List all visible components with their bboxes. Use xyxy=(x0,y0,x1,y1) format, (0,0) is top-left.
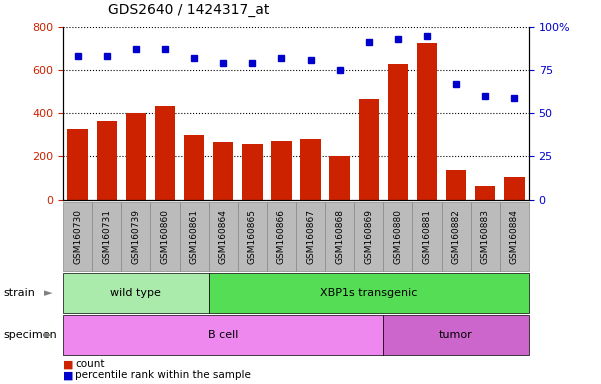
Bar xyxy=(63,202,92,271)
Text: ►: ► xyxy=(44,288,52,298)
Text: GSM160860: GSM160860 xyxy=(160,209,169,264)
Bar xyxy=(359,99,379,200)
Text: B cell: B cell xyxy=(208,330,239,340)
Bar xyxy=(417,43,437,200)
Bar xyxy=(209,273,529,313)
Text: GSM160731: GSM160731 xyxy=(102,209,111,264)
Bar xyxy=(238,202,267,271)
Text: wild type: wild type xyxy=(111,288,161,298)
Bar xyxy=(504,177,525,200)
Bar xyxy=(126,113,146,200)
Bar xyxy=(500,202,529,271)
Bar xyxy=(267,202,296,271)
Bar xyxy=(412,202,442,271)
Text: GSM160866: GSM160866 xyxy=(277,209,286,264)
Text: XBP1s transgenic: XBP1s transgenic xyxy=(320,288,418,298)
Text: GSM160861: GSM160861 xyxy=(189,209,198,264)
Text: ►: ► xyxy=(44,330,52,340)
Bar xyxy=(155,106,175,200)
Text: GSM160739: GSM160739 xyxy=(132,209,141,264)
Bar xyxy=(300,139,321,200)
Bar xyxy=(150,202,180,271)
Bar xyxy=(383,202,412,271)
Text: GSM160730: GSM160730 xyxy=(73,209,82,264)
Bar xyxy=(63,315,383,355)
Bar xyxy=(67,129,88,200)
Bar xyxy=(329,157,350,200)
Bar xyxy=(442,202,471,271)
Text: GSM160882: GSM160882 xyxy=(451,209,460,263)
Text: GSM160867: GSM160867 xyxy=(306,209,315,264)
Text: GDS2640 / 1424317_at: GDS2640 / 1424317_at xyxy=(108,3,270,17)
Bar xyxy=(471,202,500,271)
Bar xyxy=(63,273,209,313)
Text: GSM160881: GSM160881 xyxy=(423,209,432,264)
Text: count: count xyxy=(75,359,105,369)
Text: GSM160864: GSM160864 xyxy=(219,209,228,263)
Text: strain: strain xyxy=(3,288,35,298)
Bar xyxy=(97,121,117,200)
Text: specimen: specimen xyxy=(3,330,56,340)
Text: GSM160883: GSM160883 xyxy=(481,209,490,264)
Bar xyxy=(296,202,325,271)
Text: tumor: tumor xyxy=(439,330,473,340)
Text: ■: ■ xyxy=(63,359,73,369)
Text: percentile rank within the sample: percentile rank within the sample xyxy=(75,370,251,380)
Bar xyxy=(121,202,150,271)
Bar xyxy=(325,202,354,271)
Bar xyxy=(242,144,263,200)
Bar xyxy=(184,135,204,200)
Bar xyxy=(475,186,495,200)
Bar xyxy=(213,142,233,200)
Bar xyxy=(383,315,529,355)
Text: GSM160869: GSM160869 xyxy=(364,209,373,264)
Text: GSM160865: GSM160865 xyxy=(248,209,257,264)
Text: ■: ■ xyxy=(63,370,73,380)
Bar xyxy=(354,202,383,271)
Bar xyxy=(92,202,121,271)
Bar xyxy=(271,141,291,200)
Bar xyxy=(388,64,408,200)
Text: GSM160880: GSM160880 xyxy=(394,209,403,264)
Bar xyxy=(446,170,466,200)
Text: GSM160884: GSM160884 xyxy=(510,209,519,263)
Text: GSM160868: GSM160868 xyxy=(335,209,344,264)
Bar xyxy=(180,202,209,271)
Bar xyxy=(209,202,238,271)
